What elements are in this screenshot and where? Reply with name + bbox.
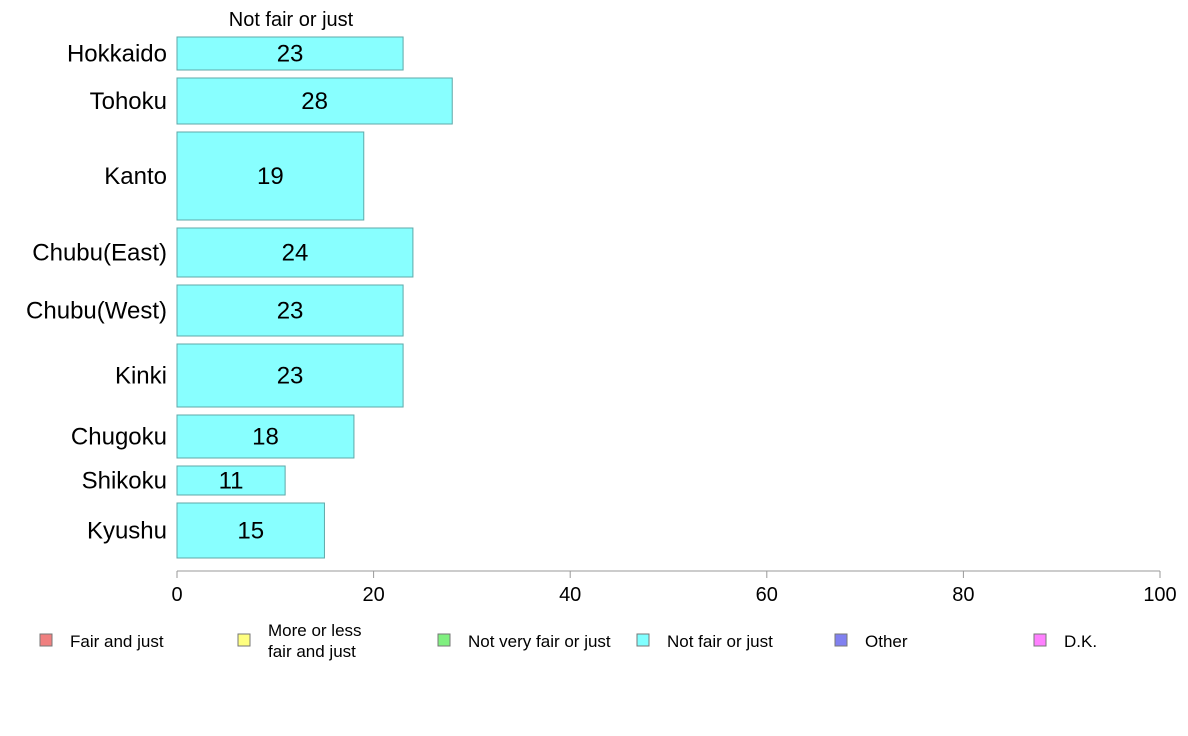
legend-swatch <box>237 633 251 647</box>
bar-chubu-east <box>176 227 414 278</box>
value-label: 11 <box>219 468 244 495</box>
legend-label: D.K. <box>1064 632 1097 651</box>
legend-swatch <box>636 633 650 647</box>
value-label: 19 <box>257 163 284 190</box>
category-labels: Hokkaido Tohoku Kanto Chubu(East) Chubu(West… <box>26 41 167 545</box>
chart-title: Not fair or just <box>229 9 354 31</box>
legend: Fair and just More or less fair and just No… <box>39 621 1097 661</box>
legend-label: Other <box>865 632 908 651</box>
legend-swatch <box>1033 633 1047 647</box>
bar-tohoku <box>176 77 453 125</box>
category-label: Kyushu <box>87 518 167 545</box>
legend-label: More or less <box>268 621 362 640</box>
x-axis: 0 20 40 60 80 100 <box>171 570 1177 606</box>
legend-swatch <box>834 633 848 647</box>
category-label: Kanto <box>104 163 167 190</box>
legend-label: fair and just <box>268 642 356 661</box>
value-label: 23 <box>277 41 304 68</box>
category-label: Kinki <box>115 363 167 390</box>
bars-group <box>176 36 453 559</box>
bar-shikoku <box>176 465 286 496</box>
value-label: 18 <box>252 424 279 451</box>
legend-swatch <box>39 633 53 647</box>
bar-hokkaido <box>176 36 404 71</box>
category-label: Tohoku <box>90 88 167 115</box>
x-tick-label: 0 <box>171 584 182 606</box>
category-label: Chubu(East) <box>32 240 167 267</box>
value-label: 15 <box>237 518 264 545</box>
x-tick-label: 40 <box>559 584 581 606</box>
bar-kyushu <box>176 502 325 559</box>
x-tick-label: 20 <box>362 584 384 606</box>
category-label: Hokkaido <box>67 41 167 68</box>
x-tick-label: 100 <box>1143 584 1176 606</box>
value-labels: 23 28 19 24 23 23 18 11 15 <box>219 41 328 545</box>
value-label: 24 <box>282 240 309 267</box>
legend-label: Not fair or just <box>667 632 773 651</box>
bar-chubu-west <box>176 284 404 337</box>
category-label: Shikoku <box>82 468 167 495</box>
bar-chugoku <box>176 414 355 459</box>
x-tick-label: 60 <box>756 584 778 606</box>
category-label: Chugoku <box>71 424 167 451</box>
value-label: 28 <box>301 88 328 115</box>
x-tick-label: 80 <box>952 584 974 606</box>
value-label: 23 <box>277 363 304 390</box>
legend-label: Not very fair or just <box>468 632 611 651</box>
value-label: 23 <box>277 298 304 325</box>
bar-kinki <box>176 343 404 408</box>
category-label: Chubu(West) <box>26 298 167 325</box>
legend-label: Fair and just <box>70 632 164 651</box>
legend-swatch <box>437 633 451 647</box>
bar-kanto <box>176 131 365 221</box>
